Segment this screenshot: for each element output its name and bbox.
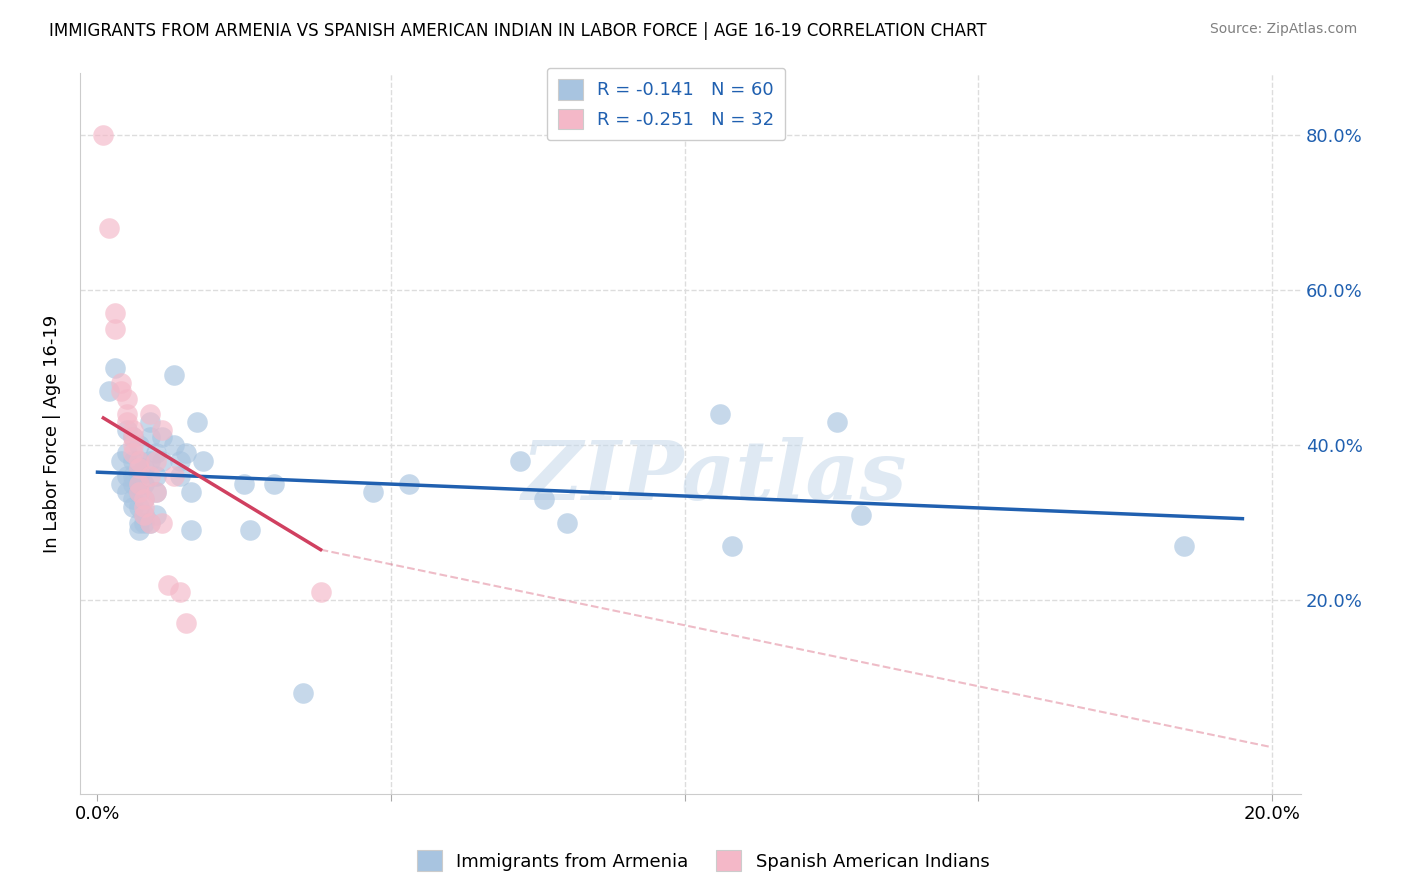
Point — [156, 577, 179, 591]
Point — [1173, 539, 1195, 553]
Point — [134, 508, 156, 522]
Point — [509, 453, 531, 467]
Point — [134, 492, 156, 507]
Point — [104, 360, 127, 375]
Point — [121, 492, 143, 507]
Point — [309, 585, 332, 599]
Point — [104, 306, 127, 320]
Point — [139, 516, 162, 530]
Point — [115, 423, 138, 437]
Point — [134, 461, 156, 475]
Point — [115, 484, 138, 499]
Point — [128, 453, 150, 467]
Point — [93, 128, 115, 143]
Point — [121, 430, 143, 444]
Point — [110, 384, 132, 398]
Point — [163, 438, 186, 452]
Point — [110, 376, 132, 390]
Point — [128, 438, 150, 452]
Point — [128, 469, 150, 483]
Point — [849, 508, 872, 522]
Legend: Immigrants from Armenia, Spanish American Indians: Immigrants from Armenia, Spanish America… — [409, 843, 997, 879]
Point — [128, 516, 150, 530]
Point — [139, 430, 162, 444]
Point — [115, 392, 138, 406]
Point — [150, 516, 173, 530]
Point — [139, 469, 162, 483]
Point — [193, 453, 215, 467]
Point — [145, 453, 167, 467]
Point — [128, 523, 150, 537]
Point — [134, 500, 156, 514]
Point — [174, 446, 197, 460]
Point — [128, 500, 150, 514]
Point — [134, 476, 156, 491]
Point — [145, 484, 167, 499]
Point — [121, 469, 143, 483]
Point — [128, 484, 150, 499]
Point — [139, 415, 162, 429]
Point — [121, 500, 143, 514]
Point — [121, 453, 143, 467]
Point — [98, 384, 121, 398]
Point — [139, 516, 162, 530]
Point — [139, 407, 162, 421]
Point — [110, 476, 132, 491]
Point — [121, 423, 143, 437]
Point — [291, 686, 314, 700]
Point — [145, 508, 167, 522]
Point — [115, 407, 138, 421]
Point — [180, 484, 202, 499]
Point — [121, 446, 143, 460]
Point — [398, 476, 420, 491]
Point — [239, 523, 262, 537]
Point — [827, 415, 849, 429]
Point — [134, 516, 156, 530]
Point — [104, 322, 127, 336]
Point — [174, 616, 197, 631]
Point — [128, 461, 150, 475]
Point — [128, 476, 150, 491]
Point — [150, 453, 173, 467]
Point — [128, 453, 150, 467]
Point — [139, 453, 162, 467]
Point — [169, 469, 191, 483]
Point — [121, 476, 143, 491]
Point — [115, 415, 138, 429]
Point — [121, 430, 143, 444]
Point — [720, 539, 742, 553]
Point — [186, 415, 208, 429]
Point — [363, 484, 385, 499]
Point — [115, 446, 138, 460]
Point — [134, 508, 156, 522]
Point — [128, 484, 150, 499]
Text: Source: ZipAtlas.com: Source: ZipAtlas.com — [1209, 22, 1357, 37]
Point — [98, 221, 121, 235]
Y-axis label: In Labor Force | Age 16-19: In Labor Force | Age 16-19 — [44, 314, 60, 552]
Point — [555, 516, 578, 530]
Point — [163, 368, 186, 383]
Point — [115, 469, 138, 483]
Point — [233, 476, 256, 491]
Point — [145, 484, 167, 499]
Point — [533, 492, 555, 507]
Point — [145, 469, 167, 483]
Text: IMMIGRANTS FROM ARMENIA VS SPANISH AMERICAN INDIAN IN LABOR FORCE | AGE 16-19 CO: IMMIGRANTS FROM ARMENIA VS SPANISH AMERI… — [49, 22, 987, 40]
Point — [150, 423, 173, 437]
Point — [145, 446, 167, 460]
Point — [110, 453, 132, 467]
Point — [709, 407, 731, 421]
Text: ZIPatlas: ZIPatlas — [522, 437, 908, 516]
Point — [150, 430, 173, 444]
Point — [163, 469, 186, 483]
Point — [134, 492, 156, 507]
Legend: R = -0.141   N = 60, R = -0.251   N = 32: R = -0.141 N = 60, R = -0.251 N = 32 — [547, 68, 786, 140]
Point — [169, 453, 191, 467]
Point — [128, 476, 150, 491]
Point — [169, 585, 191, 599]
Point — [263, 476, 285, 491]
Point — [121, 438, 143, 452]
Point — [180, 523, 202, 537]
